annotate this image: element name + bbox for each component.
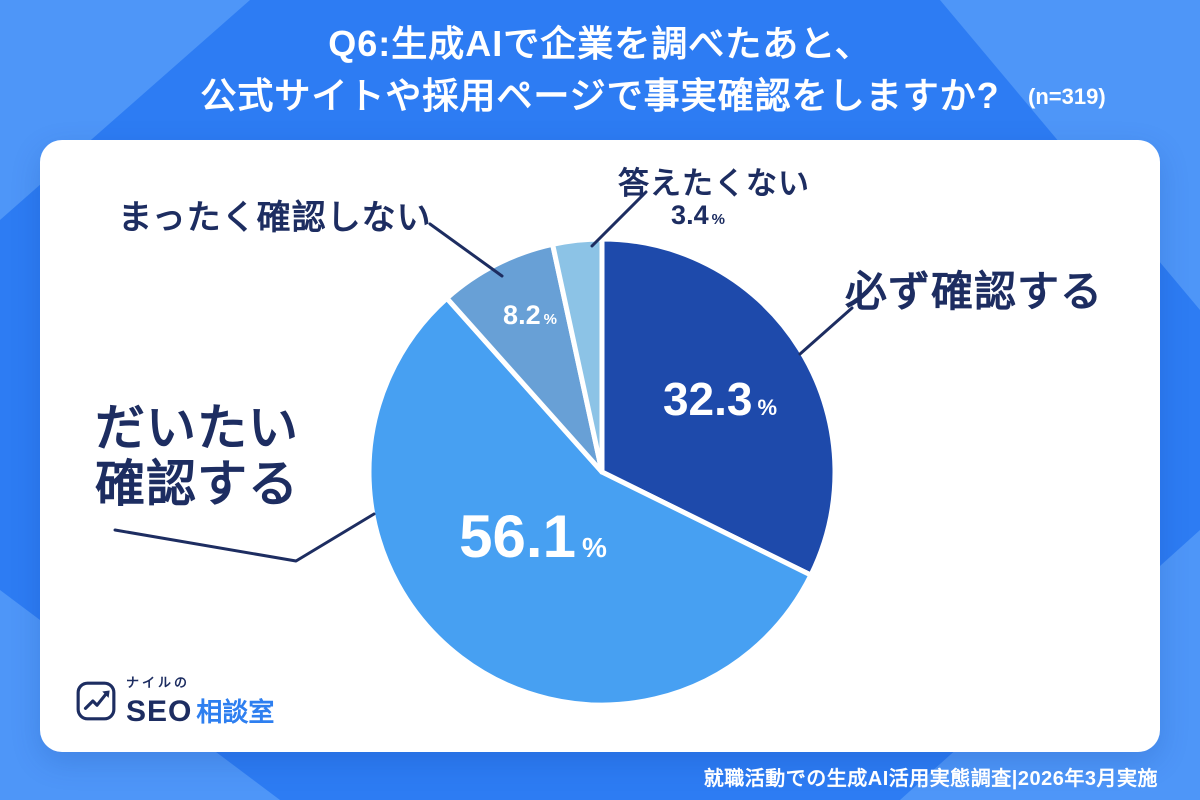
percent-sign: % (757, 395, 778, 420)
callout-label-always: 必ず確認する (845, 268, 1104, 315)
slice-percent-noanswer: 3.4 % (636, 200, 760, 231)
percent-value: 8.2 (503, 300, 541, 330)
page-title-line1: Q6:生成AIで企業を調べたあと、 (328, 23, 872, 64)
logo-reading: ナイルの (126, 675, 191, 690)
logo-brand-seo: SEO (126, 695, 193, 728)
footer-credit: 就職活動での生成AI活用実態調査|2026年3月実施 (703, 768, 1158, 790)
percent-sign: % (581, 532, 607, 563)
page-title-line2: 公式サイトや採用ページで事実確認をしますか? (200, 75, 1000, 117)
sample-size: (n=319) (1028, 84, 1106, 109)
callout-label-never: まったく確認しない (118, 199, 432, 237)
percent-sign: % (711, 211, 725, 228)
percent-value: 56.1 (459, 503, 576, 570)
slice-percent-never: 8.2 % (468, 300, 592, 331)
slice-percent-mostly: 56.1 % (418, 502, 648, 571)
logo: ナイルの SEO 相談室 (75, 672, 274, 729)
chart-trend-icon (76, 681, 116, 720)
callout-label-mostly: だいたい確認する (95, 400, 299, 512)
percent-value: 3.4 (671, 200, 709, 230)
page-header: Q6:生成AIで企業を調べたあと、 公式サイトや採用ページで事実確認をしますか?… (0, 18, 1200, 122)
logo-brand-sodanshitsu: 相談室 (196, 697, 275, 727)
callout-label-noanswer: 答えたくない (618, 166, 810, 201)
logo-text: ナイルの SEO 相談室 (126, 672, 274, 729)
slice-percent-always: 32.3 % (630, 372, 810, 426)
logo-brand: SEO 相談室 (126, 692, 274, 729)
percent-value: 32.3 (662, 373, 753, 425)
percent-sign: % (543, 311, 557, 328)
